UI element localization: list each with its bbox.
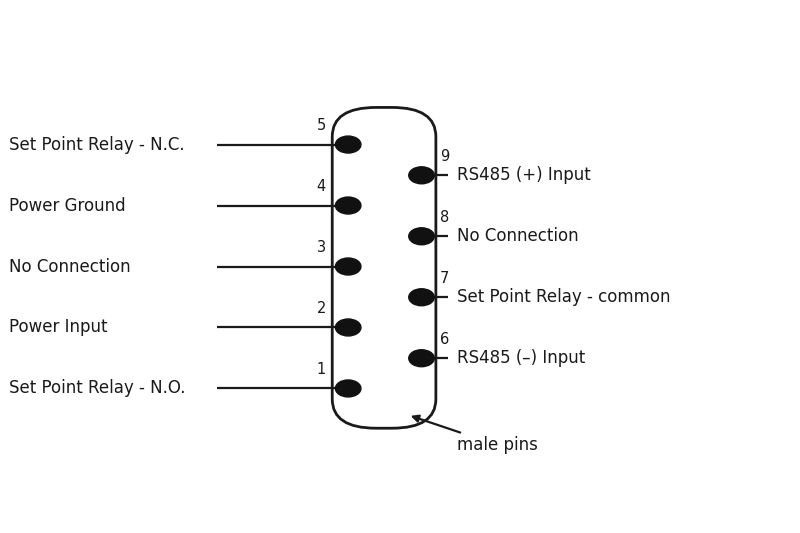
- Text: No Connection: No Connection: [10, 257, 131, 276]
- FancyBboxPatch shape: [332, 108, 436, 428]
- Text: 6: 6: [440, 332, 449, 346]
- Text: 2: 2: [317, 301, 326, 316]
- Circle shape: [409, 167, 434, 184]
- Circle shape: [335, 258, 361, 275]
- Circle shape: [335, 319, 361, 336]
- Circle shape: [335, 197, 361, 214]
- Text: RS485 (–) Input: RS485 (–) Input: [458, 349, 586, 367]
- Text: Power Ground: Power Ground: [10, 197, 126, 214]
- Text: 4: 4: [317, 179, 326, 194]
- Text: 9: 9: [440, 149, 449, 164]
- Text: 7: 7: [440, 271, 450, 286]
- Text: 5: 5: [317, 118, 326, 133]
- Text: 1: 1: [317, 362, 326, 377]
- Circle shape: [409, 350, 434, 367]
- Circle shape: [335, 380, 361, 397]
- Text: Power Input: Power Input: [10, 319, 108, 336]
- Text: 3: 3: [317, 240, 326, 255]
- Text: Set Point Relay - N.O.: Set Point Relay - N.O.: [10, 379, 186, 398]
- Text: 8: 8: [440, 209, 449, 224]
- Text: male pins: male pins: [413, 416, 538, 454]
- Circle shape: [409, 228, 434, 245]
- Text: Set Point Relay - common: Set Point Relay - common: [458, 288, 671, 306]
- Circle shape: [335, 136, 361, 153]
- Text: No Connection: No Connection: [458, 227, 579, 245]
- Text: Set Point Relay - N.C.: Set Point Relay - N.C.: [10, 135, 185, 154]
- Text: RS485 (+) Input: RS485 (+) Input: [458, 166, 591, 184]
- Circle shape: [409, 289, 434, 306]
